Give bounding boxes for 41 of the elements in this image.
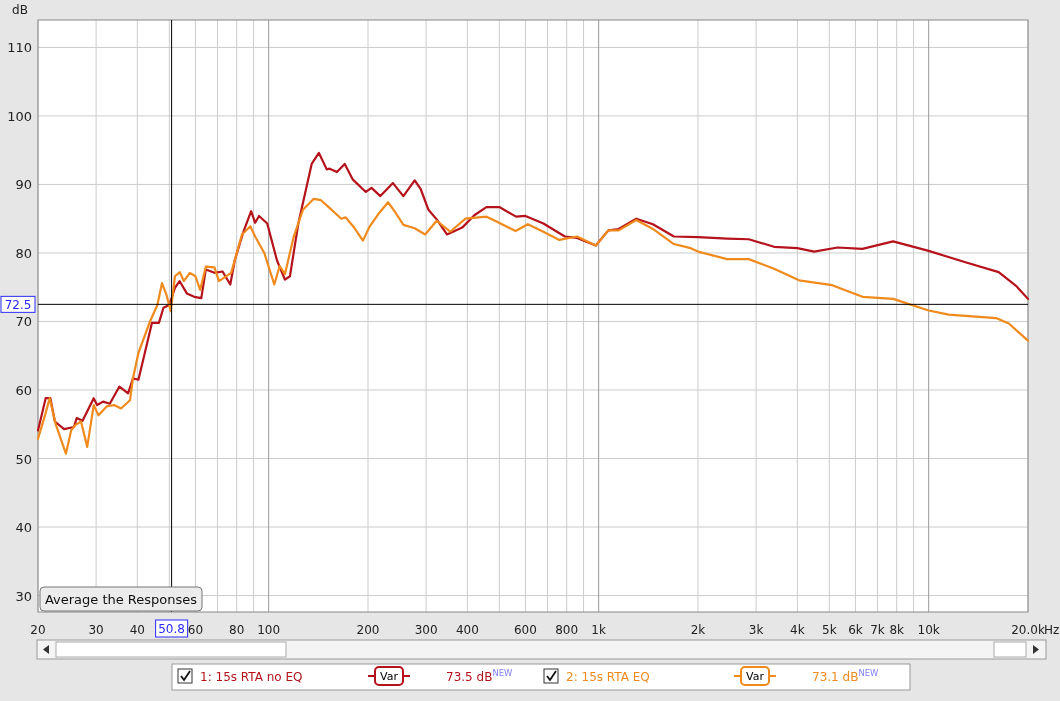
- text: Var: [746, 670, 765, 683]
- x-tick-label: 4k: [790, 623, 805, 637]
- y-axis-title: dB: [12, 3, 28, 17]
- x-tick-label: 300: [414, 623, 438, 637]
- y-tick-label: 40: [15, 520, 32, 536]
- x-tick-label: 20.0k: [1011, 623, 1045, 637]
- x-tick-label: 7k: [870, 623, 885, 637]
- x-tick-label: 8k: [889, 623, 905, 637]
- annotation: Average the Responses: [44, 592, 198, 607]
- y-tick-label: 110: [7, 40, 32, 56]
- x-tick-label: 3k: [748, 623, 764, 637]
- x-tick-label: 20: [30, 623, 46, 637]
- x-tick-label: 2k: [690, 623, 706, 637]
- y-tick-label: 60: [15, 383, 32, 398]
- y-tick-label: 100: [7, 108, 32, 124]
- x-tick-label: 60: [187, 623, 204, 637]
- x-axis-title: Hz: [1044, 623, 1060, 637]
- x-tick-label: 10k: [917, 623, 940, 637]
- x-tick-label: 1k: [591, 623, 606, 637]
- x-tick-label: 80: [229, 623, 245, 637]
- text: 1: 15s RTA no EQ: [200, 670, 303, 684]
- y-tick-label: 80: [15, 245, 32, 261]
- x-tick-label: 40: [129, 623, 145, 637]
- x-tick-label: 600: [514, 623, 537, 637]
- text: 73.1 dB$^{NEW}$: [812, 668, 879, 684]
- ref-line-label: 72.5: [4, 298, 32, 313]
- y-tick-label: 90: [15, 177, 32, 193]
- x-tick-label: 6k: [848, 623, 863, 637]
- text: Var: [380, 670, 399, 683]
- x-tick-label: 800: [555, 623, 579, 637]
- x-tick-label: 5k: [822, 623, 837, 637]
- x-tick-label: 30: [88, 623, 104, 637]
- x-tick-label: 200: [356, 623, 380, 637]
- text: 2: 15s RTA EQ: [566, 670, 650, 684]
- y-tick-label: 70: [15, 314, 32, 330]
- text: 73.5 dB$^{NEW}$: [446, 668, 513, 684]
- y-tick-label: 50: [15, 451, 32, 467]
- x-tick-label: 400: [455, 623, 479, 637]
- ref-line-label: 50.8: [158, 622, 185, 636]
- y-tick-label: 30: [15, 588, 32, 604]
- x-tick-label: 100: [257, 623, 281, 637]
